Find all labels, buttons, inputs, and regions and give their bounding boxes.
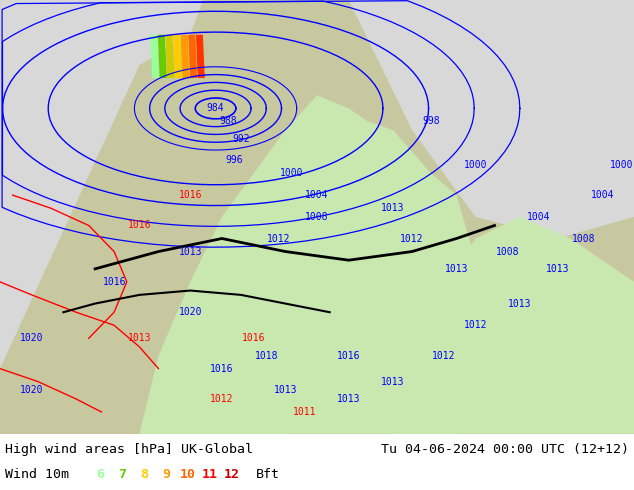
Text: 1011: 1011	[292, 407, 316, 417]
Text: High wind areas [hPa] UK-Global: High wind areas [hPa] UK-Global	[5, 443, 253, 456]
Text: Bft: Bft	[256, 468, 280, 481]
Text: 1016: 1016	[127, 220, 152, 230]
Text: 1000: 1000	[463, 160, 488, 170]
Text: 1016: 1016	[210, 364, 234, 373]
Text: 1004: 1004	[305, 190, 329, 200]
Polygon shape	[0, 0, 203, 368]
Text: 1016: 1016	[178, 190, 202, 200]
Text: 1012: 1012	[432, 350, 456, 361]
Polygon shape	[139, 295, 330, 434]
Text: 11: 11	[202, 468, 218, 481]
Text: 1013: 1013	[178, 246, 202, 257]
Text: 1008: 1008	[495, 246, 519, 257]
Text: 1008: 1008	[305, 212, 329, 222]
Text: 1012: 1012	[210, 394, 234, 404]
Text: 1020: 1020	[178, 307, 202, 317]
Text: 9: 9	[162, 468, 170, 481]
Text: 984: 984	[207, 103, 224, 113]
Text: 1013: 1013	[337, 394, 361, 404]
Text: 8: 8	[140, 468, 148, 481]
Text: 1016: 1016	[337, 350, 361, 361]
Text: 996: 996	[226, 155, 243, 166]
Text: Wind 10m: Wind 10m	[5, 468, 69, 481]
Text: 1008: 1008	[571, 234, 595, 244]
Text: 1013: 1013	[381, 203, 405, 213]
Text: 998: 998	[422, 117, 440, 126]
Text: 1016: 1016	[102, 277, 126, 287]
Text: 12: 12	[224, 468, 240, 481]
Polygon shape	[165, 35, 174, 78]
Polygon shape	[158, 35, 167, 78]
Text: 988: 988	[219, 117, 237, 126]
Text: 1018: 1018	[254, 350, 278, 361]
Polygon shape	[393, 217, 634, 434]
Polygon shape	[139, 96, 495, 434]
Text: 1012: 1012	[463, 320, 488, 330]
Text: 992: 992	[232, 134, 250, 144]
Text: 1013: 1013	[273, 385, 297, 395]
Text: 10: 10	[180, 468, 196, 481]
Text: 1013: 1013	[508, 298, 532, 309]
Text: 1000: 1000	[280, 169, 304, 178]
Polygon shape	[0, 0, 634, 434]
Text: 1000: 1000	[609, 160, 633, 170]
Text: 1013: 1013	[546, 264, 570, 274]
Text: 1004: 1004	[590, 190, 614, 200]
Text: 1013: 1013	[127, 333, 152, 343]
Polygon shape	[173, 35, 182, 78]
Polygon shape	[188, 35, 197, 78]
Text: 1012: 1012	[400, 234, 424, 244]
Polygon shape	[349, 0, 634, 239]
Text: 1013: 1013	[444, 264, 469, 274]
Polygon shape	[196, 35, 205, 78]
Text: Tu 04-06-2024 00:00 UTC (12+12): Tu 04-06-2024 00:00 UTC (12+12)	[381, 443, 629, 456]
Text: 1020: 1020	[20, 385, 44, 395]
Text: 1012: 1012	[267, 234, 291, 244]
Text: 1004: 1004	[527, 212, 551, 222]
Text: 7: 7	[118, 468, 126, 481]
Text: 6: 6	[96, 468, 104, 481]
Text: 1020: 1020	[20, 333, 44, 343]
Polygon shape	[150, 35, 159, 78]
Polygon shape	[181, 35, 190, 78]
Text: 1016: 1016	[242, 333, 266, 343]
Text: 1013: 1013	[381, 377, 405, 387]
